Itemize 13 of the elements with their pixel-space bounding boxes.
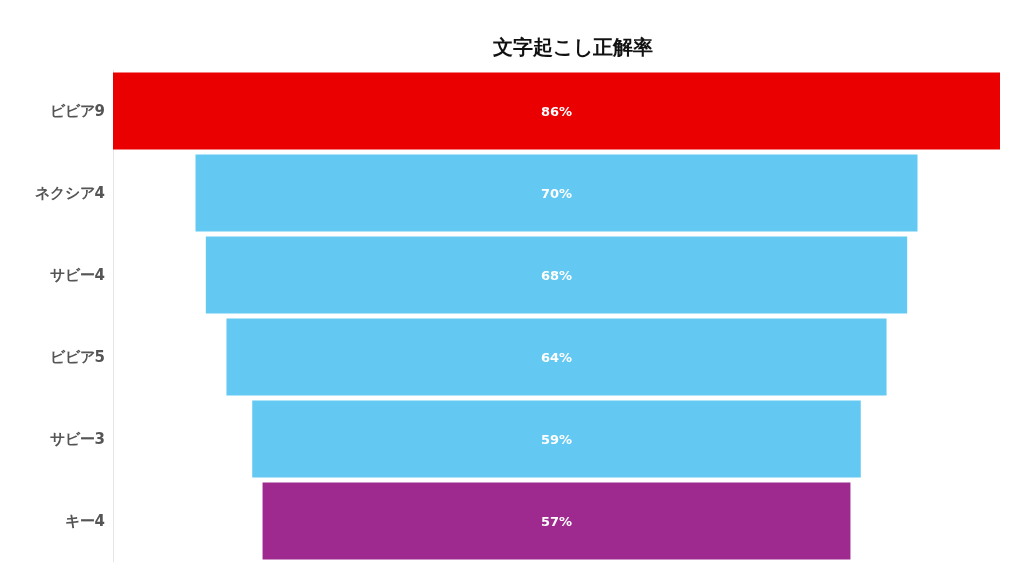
category-label: ビビア9 bbox=[49, 102, 105, 120]
data-label: 59% bbox=[540, 431, 573, 447]
category-label: サビー4 bbox=[49, 266, 105, 284]
category-label: ビビア5 bbox=[49, 348, 105, 366]
category-label: ネクシア4 bbox=[34, 184, 105, 202]
data-label: 57% bbox=[540, 513, 573, 529]
data-label: 64% bbox=[540, 349, 573, 365]
category-label: キー4 bbox=[64, 512, 105, 530]
category-label: サビー3 bbox=[49, 430, 105, 448]
data-label: 70% bbox=[540, 185, 573, 201]
data-label: 68% bbox=[540, 267, 573, 283]
text: 文字起こし正解率 bbox=[492, 35, 653, 59]
data-label: 86% bbox=[540, 103, 573, 119]
